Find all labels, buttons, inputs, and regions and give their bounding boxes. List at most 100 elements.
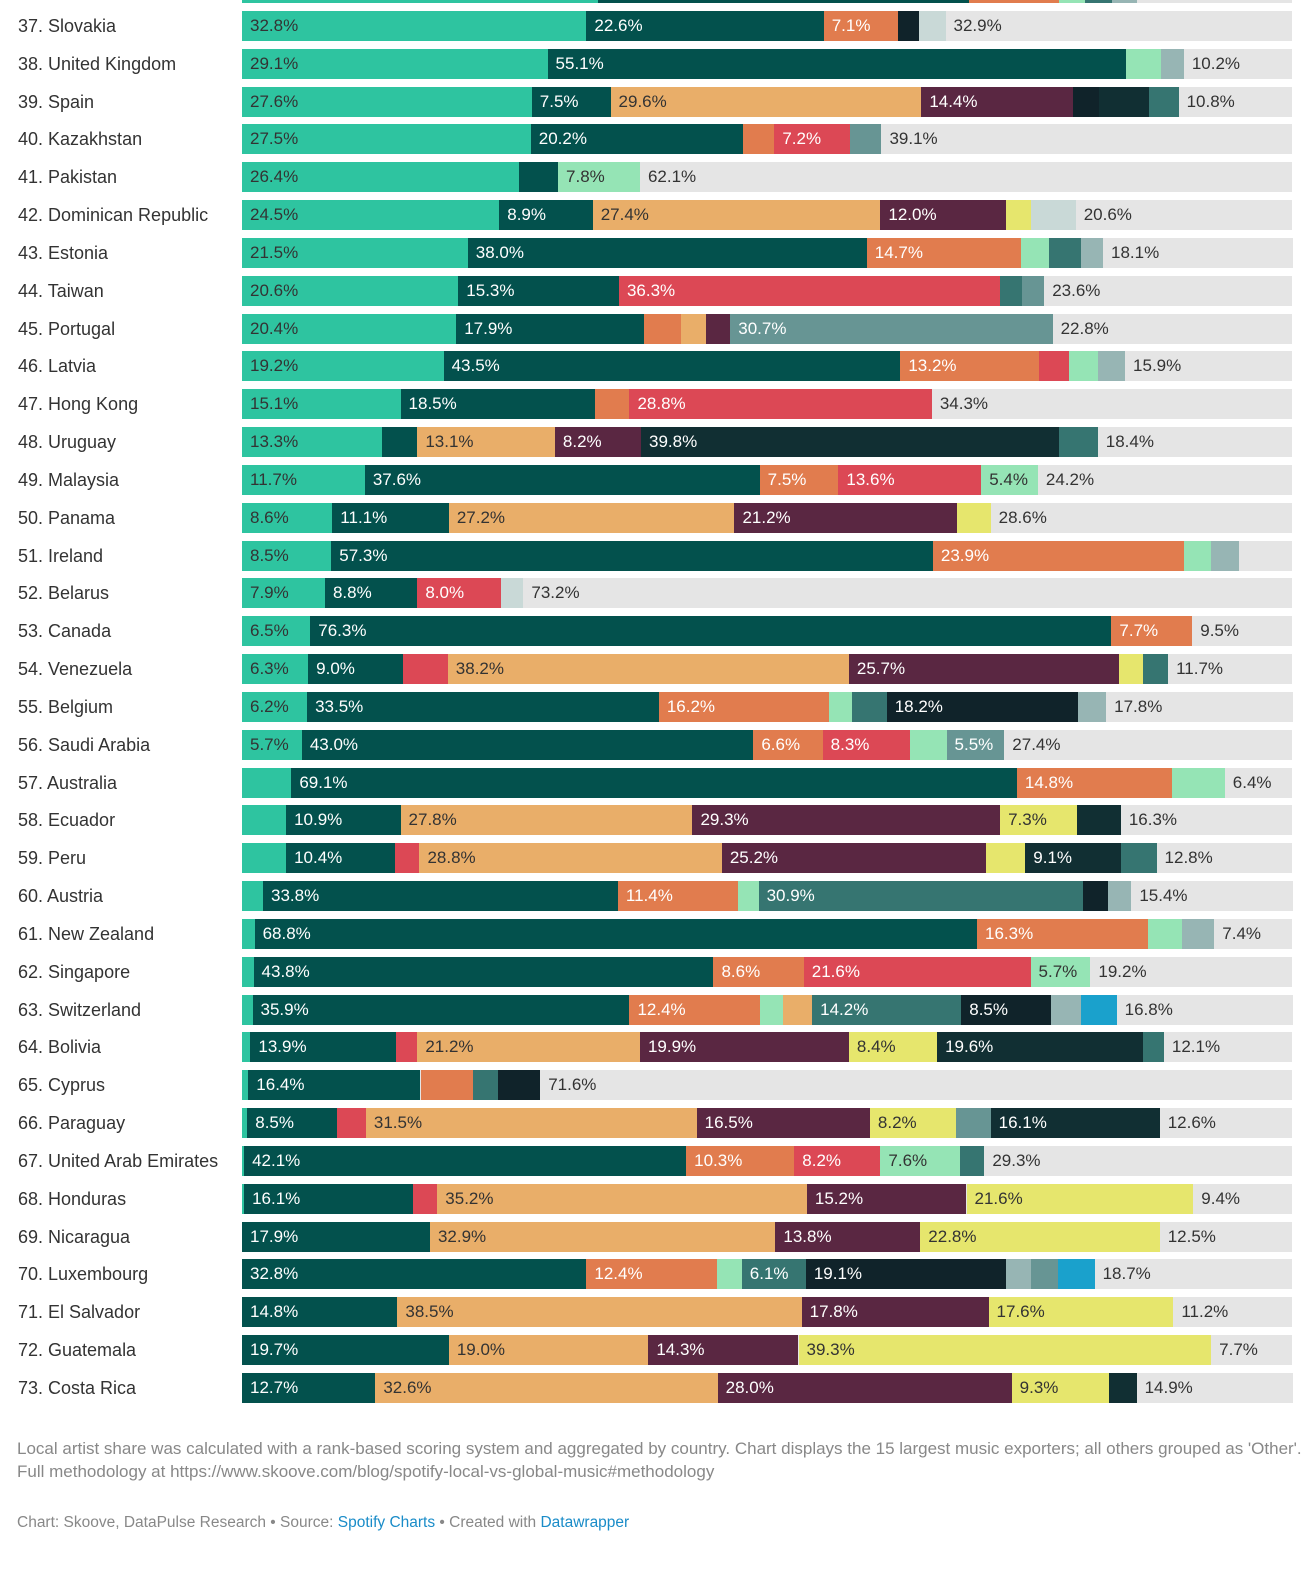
bar-segment-tan: 27.8% [400,805,693,836]
bar-segment-us: 18.5% [400,389,595,420]
bar-segment-us: 8.5% [247,1108,337,1139]
bar-segment-lightgreen [1183,540,1212,571]
segment-value-label: 29.3% [992,1150,1041,1170]
bar-segment-uk [644,313,681,344]
segment-value-label: 28.6% [998,507,1047,527]
bar-segment-grayblue [1181,918,1215,949]
bar-segment-other: 6.4% [1224,767,1292,798]
bar-segment-us: 42.1% [244,1145,687,1176]
segment-value-label: 14.8% [1024,772,1074,792]
segment-value-label: 13.2% [908,356,957,376]
bar-segment-us: 11.1% [332,502,449,533]
country-label: 55. Belgium [18,696,114,717]
bar-segment-us: 16.1% [244,1183,414,1214]
bar-segment-other: 12.8% [1156,843,1291,874]
bar-segment-other: 34.3% [931,389,1292,420]
segment-value-label: 7.7% [1119,621,1159,641]
bar-segment-pale [919,11,946,41]
bar-segment-other: 71.6% [540,1070,1292,1101]
segment-value-label: 29.3% [700,810,749,830]
source-link[interactable]: Spotify Charts [337,1514,436,1531]
bar-segment-purple: 19.9% [639,1032,849,1063]
bar-segment-us: 8.8% [324,578,418,609]
bar-segment-darkteal: 19.6% [937,1032,1143,1063]
bar-segment-local [242,1183,245,1214]
segment-value-label: 14.4% [929,91,978,111]
segment-value-label: 24.2% [1045,469,1095,489]
segment-value-label: 11.7% [1176,659,1224,679]
stacked-bar: 19.7% 19.0% 14.3% 39.3% 7.7% [242,1335,1292,1366]
bar-segment-uk: 14.7% [866,237,1022,268]
bar-segment-us [597,0,969,4]
stacked-bar: 19.2% 43.5% 13.2% 15.9% [242,351,1292,382]
credit-prefix: Chart: Skoove, DataPulse Research • Sour… [17,1514,338,1531]
segment-value-label: 21.6% [974,1188,1023,1208]
bar-segment-local [242,1145,245,1176]
stacked-bar: 10.9% 27.8% 29.3% 7.3% 16.3% [242,805,1292,836]
bar-segment-purple: 21.2% [734,502,958,533]
bar-segment-us: 32.8% [242,1259,587,1290]
datawrapper-link[interactable]: Datawrapper [540,1514,630,1531]
segment-value-label: 43.5% [451,356,500,376]
bar-segment-grayblue [1097,351,1126,382]
segment-value-label: 17.6% [996,1302,1045,1322]
bar-segment-purple: 25.2% [721,843,987,874]
bar-segment-grayteal: 30.7% [730,313,1053,344]
bar-segment-other: 73.2% [523,578,1292,609]
segment-value-label: 9.0% [316,659,355,679]
segment-value-label: 15.2% [814,1188,864,1208]
chart-row: 68. Honduras 16.1% 35.2% 15.2% 21.6% 9.4% [0,1183,1314,1214]
country-label: 37. Slovakia [18,16,117,36]
chart-row: 73. Costa Rica 12.7% 32.6% 28.0% 9.3% 14.9% [0,1372,1314,1403]
bar-segment-lightgreen: 7.6% [880,1145,961,1176]
bar-segment-red: 7.2% [774,124,850,155]
bar-segment-lightgreen [1058,0,1086,4]
stacked-bar: 12.7% 32.6% 28.0% 9.3% 14.9% [242,1372,1294,1403]
bar-segment-local: 13.3% [242,427,382,458]
segment-value-label: 8.2% [562,432,602,452]
segment-value-label: 16.3% [1128,810,1178,830]
bar-segment-red [395,843,420,874]
bar-segment-other: 18.4% [1097,427,1291,458]
segment-value-label: 12.1% [1171,1037,1221,1057]
stacked-bar: 29.1% 55.1% 10.2% [242,48,1292,79]
bar-segment-us: 17.9% [242,1221,430,1252]
bar-segment-other: 10.2% [1183,48,1291,79]
bar-segment-other [1239,540,1292,571]
segment-value-label: 39.8% [649,432,698,452]
bar-segment-us: 14.8% [242,1297,398,1328]
country-label: 39. Spain [18,91,95,112]
chart-row: 67. United Arab Emirates 42.1% 10.3% 8.2% 7.… [0,1145,1314,1176]
stacked-bar: 32.8% 12.4% 6.1% 19.1% 18.7% [242,1259,1292,1290]
country-label: 59. Peru [18,848,87,869]
bar-segment-purple: 12.0% [880,200,1007,231]
bar-segment-tan: 27.2% [448,502,735,533]
bar-segment-grayteal [1030,1259,1058,1290]
bar-segment-pale [501,578,524,609]
bar-segment-uk: 12.4% [629,994,760,1025]
segment-value-label: 8.9% [507,205,546,225]
bar-segment-us: 33.8% [263,881,618,912]
bar-segment-tan: 13.1% [417,427,555,458]
bar-segment-other: 32.9% [945,11,1291,41]
segment-value-label: 42.1% [252,1150,301,1170]
segment-value-label: 62.1% [647,167,697,187]
bar-segment-us: 13.9% [250,1032,397,1063]
segment-value-label: 7.5% [767,469,807,489]
chart-row: 61. New Zealand 68.8% 16.3% 7.4% [0,918,1314,949]
stacked-bar: 43.8% 8.6% 21.6% 5.7% 19.2% [242,956,1292,987]
bar-segment-local [242,1070,249,1101]
segment-value-label: 9.5% [1200,621,1239,641]
country-label: 38. United Kingdom [18,53,177,74]
bar-segment-darkteal: 9.1% [1025,843,1121,874]
bar-segment-us: 10.9% [286,805,401,836]
country-label: 58. Ecuador [18,810,116,831]
country-label: 51. Ireland [18,545,104,566]
chart-credits: Chart: Skoove, DataPulse Research • Sour… [17,1514,629,1532]
bar-segment-tan: 31.5% [365,1108,697,1139]
bar-segment-tan: 32.6% [375,1372,718,1403]
bar-segment-grayblue [1077,691,1107,722]
country-label: 57. Australia [18,772,118,793]
bar-segment-yellow [986,843,1026,874]
segment-value-label: 8.8% [332,583,372,603]
